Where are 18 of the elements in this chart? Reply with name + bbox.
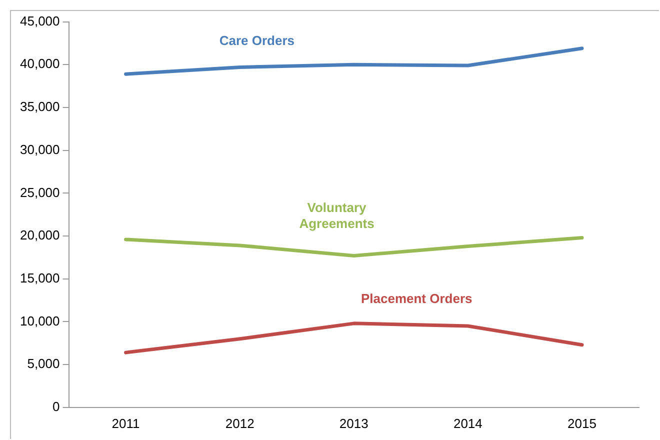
series-label: Voluntary Agreements xyxy=(299,200,374,232)
y-tick-label: 35,000 xyxy=(20,99,60,114)
series-label: Care Orders xyxy=(219,32,295,48)
x-tick-label: 2012 xyxy=(225,416,254,431)
y-tick-label: 10,000 xyxy=(20,313,60,328)
x-tick-label: 2015 xyxy=(568,416,596,431)
x-tick-label: 2013 xyxy=(339,416,368,431)
y-tick-label: 30,000 xyxy=(20,142,60,157)
y-tick-label: 40,000 xyxy=(20,56,60,72)
y-tick-label: 15,000 xyxy=(20,270,60,286)
y-tick-label: 20,000 xyxy=(20,228,60,243)
y-tick-label: 5,000 xyxy=(27,356,60,372)
x-tick-label: 2011 xyxy=(112,416,140,431)
y-tick-label: 25,000 xyxy=(20,184,60,200)
series-label: Placement Orders xyxy=(360,290,472,306)
x-tick-label: 2014 xyxy=(453,416,482,431)
y-tick-label: 0 xyxy=(52,398,60,414)
y-tick-label: 45,000 xyxy=(20,13,60,28)
